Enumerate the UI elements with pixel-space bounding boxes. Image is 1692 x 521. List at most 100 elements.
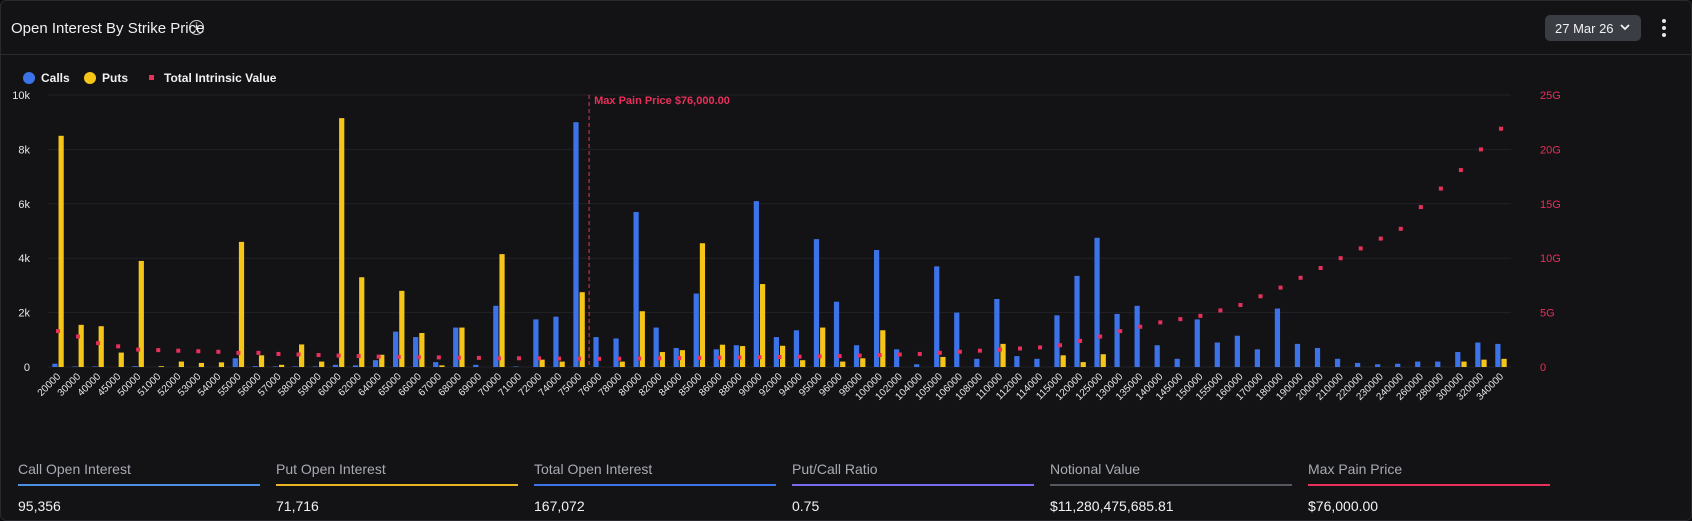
point-intrinsic-value [416, 355, 421, 360]
bar-puts [559, 361, 565, 367]
point-intrinsic-value [937, 350, 942, 355]
bar-puts [98, 326, 104, 367]
bar-calls [413, 337, 419, 367]
info-icon[interactable]: i [189, 20, 204, 35]
bar-calls [954, 312, 960, 367]
bar-puts [1481, 359, 1487, 367]
y-left-tick-label: 4k [18, 253, 30, 265]
stat-label: Call Open Interest [18, 461, 131, 477]
bar-calls [1314, 347, 1321, 367]
stat-label: Total Open Interest [534, 461, 653, 477]
bar-calls [1234, 335, 1240, 367]
point-intrinsic-value [857, 353, 862, 358]
point-intrinsic-value [877, 353, 882, 358]
bar-puts [58, 135, 64, 367]
point-intrinsic-value [1138, 324, 1143, 329]
bar-puts [1080, 362, 1086, 367]
bar-puts [800, 360, 806, 367]
bar-puts [820, 327, 826, 367]
point-intrinsic-value [1178, 317, 1183, 322]
point-intrinsic-value [56, 329, 61, 334]
bar-calls [593, 337, 599, 367]
bar-calls [994, 299, 1000, 367]
bar-calls [473, 364, 479, 367]
expiry-date-label: 27 Mar 26 [1555, 21, 1614, 36]
bar-puts [258, 355, 265, 367]
stat-label: Put/Call Ratio [792, 461, 878, 477]
bar-puts [278, 364, 285, 367]
legend-puts-marker [84, 72, 96, 84]
expiry-date-select[interactable]: 27 Mar 26 [1545, 15, 1641, 41]
chart-title: Open Interest By Strike Price [11, 20, 205, 37]
point-intrinsic-value [1298, 275, 1303, 280]
max-pain-label: Max Pain Price $76,000.00 [594, 95, 730, 107]
bar-calls [52, 363, 58, 367]
legend-item-intrinsic[interactable]: Total Intrinsic Value [146, 71, 276, 85]
bar-puts [699, 243, 706, 367]
oi-chart-plot: 02k4k6k8k10k05G10G15G20G25G2000030000400… [12, 90, 1561, 403]
stat-total-open-interest: Total Open Interest 167,072 [534, 455, 776, 514]
point-intrinsic-value [737, 355, 742, 360]
bar-puts [419, 333, 425, 367]
point-intrinsic-value [677, 356, 682, 361]
bar-puts [359, 277, 365, 367]
more-options-icon[interactable] [1657, 17, 1671, 41]
point-intrinsic-value [1418, 205, 1423, 210]
bar-puts [739, 346, 746, 367]
point-intrinsic-value [1198, 313, 1203, 318]
bar-puts [880, 330, 886, 367]
bar-puts [1060, 355, 1066, 367]
bar-calls [1034, 358, 1040, 367]
bar-calls [453, 327, 459, 367]
stat-call-open-interest: Call Open Interest 95,356 [18, 455, 260, 514]
bar-calls [853, 345, 860, 367]
bar-calls [653, 327, 659, 367]
bar-calls [1274, 308, 1281, 367]
bar-calls [372, 360, 379, 367]
bar-puts [158, 366, 164, 367]
stat-put-call-ratio: Put/Call Ratio 0.75 [792, 455, 1034, 514]
y-left-tick-label: 0 [24, 362, 30, 374]
bar-calls [1194, 319, 1200, 367]
point-intrinsic-value [356, 354, 361, 359]
legend-item-puts[interactable]: Puts [84, 71, 128, 85]
point-intrinsic-value [1017, 346, 1022, 351]
bar-calls [553, 316, 559, 367]
bar-calls [833, 301, 840, 367]
point-intrinsic-value [1318, 265, 1323, 270]
stat-underline [1050, 484, 1292, 486]
panel-header: Open Interest By Strike Price i 27 Mar 2… [1, 1, 1691, 55]
point-intrinsic-value [96, 341, 101, 346]
point-intrinsic-value [617, 356, 622, 361]
bar-calls [132, 366, 138, 367]
bar-calls [613, 338, 619, 367]
bar-puts [679, 350, 686, 367]
legend-item-calls[interactable]: Calls [23, 71, 70, 85]
y-right-tick-label: 0 [1540, 362, 1546, 374]
point-intrinsic-value [1158, 320, 1163, 325]
bar-puts [198, 362, 205, 367]
point-intrinsic-value [537, 356, 542, 361]
bar-calls [894, 349, 900, 367]
bar-puts [619, 361, 625, 367]
bar-calls [1094, 237, 1100, 367]
point-intrinsic-value [777, 354, 782, 359]
point-intrinsic-value [837, 354, 842, 359]
bar-calls [1375, 364, 1381, 367]
legend-calls-label: Calls [41, 71, 70, 85]
point-intrinsic-value [1058, 343, 1063, 348]
stat-label: Max Pain Price [1308, 461, 1403, 477]
point-intrinsic-value [516, 356, 521, 361]
point-intrinsic-value [637, 356, 642, 361]
bar-puts [439, 365, 445, 367]
point-intrinsic-value [176, 348, 181, 353]
y-right-tick-label: 15G [1540, 199, 1561, 211]
y-right-tick-label: 25G [1540, 90, 1561, 102]
point-intrinsic-value [316, 353, 321, 358]
bar-calls [934, 266, 940, 367]
bar-puts [1501, 358, 1507, 367]
point-intrinsic-value [1458, 168, 1463, 173]
point-intrinsic-value [1498, 126, 1503, 131]
bar-calls [1114, 313, 1120, 367]
bar-puts [1461, 361, 1467, 367]
